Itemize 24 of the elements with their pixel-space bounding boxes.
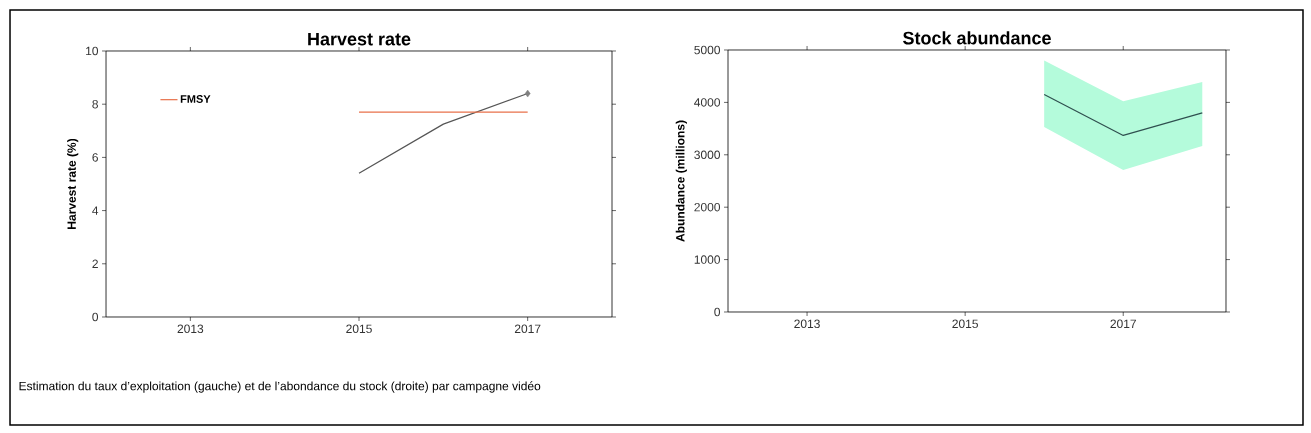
text: Estimation du taux d’exploitation (gauche) et de l’abondance du stock (droite) par campagne vidéo bbox=[19, 381, 541, 393]
y-tick-label: 2 bbox=[92, 259, 98, 268]
chart-title: Harvest rate bbox=[308, 32, 411, 46]
y-tick-label: 10 bbox=[86, 46, 99, 56]
x-tick-label: 2015 bbox=[346, 324, 372, 334]
x-tick-label: 2015 bbox=[952, 319, 978, 329]
y-tick-label: 0 bbox=[714, 307, 721, 317]
x-tick-label: 2013 bbox=[794, 319, 820, 329]
y-tick-label: 2000 bbox=[694, 202, 721, 212]
x-tick-label: 2013 bbox=[177, 324, 204, 334]
y-tick-label: 0 bbox=[92, 312, 99, 322]
y-tick-label: 1000 bbox=[694, 255, 721, 264]
y-axis-title: Harvest rate (%) bbox=[67, 138, 79, 229]
y-tick-label: 4 bbox=[92, 206, 99, 215]
chart-title: Stock abundance bbox=[903, 31, 1051, 45]
y-tick-label: 8 bbox=[92, 99, 98, 109]
legend-label: FMSY bbox=[180, 95, 211, 103]
y-tick-label: 5000 bbox=[694, 45, 721, 55]
x-tick-label: 2017 bbox=[1110, 319, 1136, 329]
y-tick-label: 3000 bbox=[694, 150, 721, 160]
x-tick-label: 2017 bbox=[514, 324, 541, 334]
y-tick-label: 6 bbox=[92, 153, 98, 162]
y-axis-title: Abundance (millions) bbox=[675, 120, 687, 242]
y-tick-label: 4000 bbox=[694, 98, 721, 107]
